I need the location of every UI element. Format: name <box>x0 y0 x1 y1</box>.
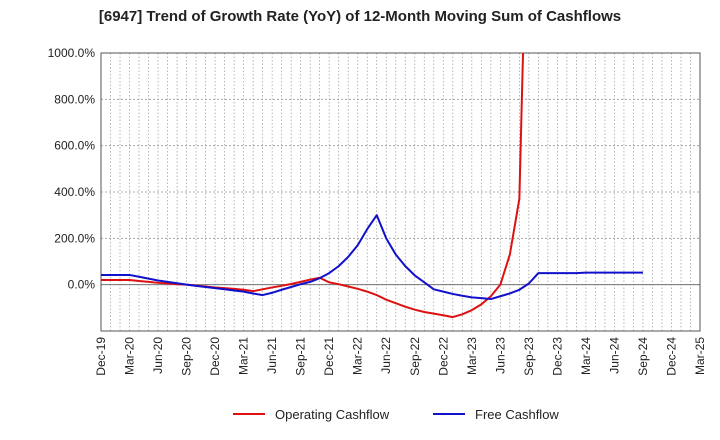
x-tick-label: Jun-23 <box>493 337 507 374</box>
x-tick-label: Mar-24 <box>579 337 593 375</box>
x-tick-label: Sep-22 <box>408 337 422 376</box>
x-tick-label: Mar-21 <box>237 337 251 375</box>
y-tick-label: 200.0% <box>54 231 95 245</box>
legend-label: Free Cashflow <box>475 407 559 422</box>
x-tick-label: Dec-23 <box>550 337 564 376</box>
x-tick-label: Dec-19 <box>94 337 108 376</box>
y-tick-label: 0.0% <box>68 278 96 292</box>
legend: Operating Cashflow Free Cashflow <box>233 407 559 422</box>
x-tick-labels: Dec-19 Mar-20 Jun-20 Sep-20 Dec-20 Mar-21 Jun-… <box>94 337 707 376</box>
x-tick-label: Jun-21 <box>265 337 279 374</box>
x-tick-label: Jun-24 <box>607 337 621 374</box>
series-line-operating-cashflow <box>101 53 525 319</box>
x-tick-label: Mar-23 <box>465 337 479 375</box>
x-tick-label: Jun-20 <box>151 337 165 374</box>
y-tick-label: 400.0% <box>54 185 95 199</box>
axes <box>100 52 701 332</box>
chart-title: [6947] Trend of Growth Rate (YoY) of 12-… <box>98 8 622 25</box>
y-tick-label: 800.0% <box>54 92 95 106</box>
x-tick-label: Sep-23 <box>522 337 536 376</box>
series-line-free-cashflow <box>101 214 643 301</box>
plot-frame <box>100 52 701 332</box>
x-tick-label: Dec-21 <box>322 337 336 376</box>
y-tick-label: 600.0% <box>54 139 95 153</box>
y-tick-label: 1000.0% <box>48 46 96 60</box>
x-tick-label: Dec-24 <box>664 337 678 376</box>
x-tick-label: Sep-21 <box>294 337 308 376</box>
y-tick-labels: 0.0% 200.0% 400.0% 600.0% 800.0% 1000.0% <box>48 46 96 292</box>
x-tick-label: Sep-20 <box>180 337 194 376</box>
legend-label: Operating Cashflow <box>275 407 390 422</box>
x-tick-label: Mar-25 <box>693 337 707 375</box>
x-tick-label: Jun-22 <box>379 337 393 374</box>
x-tick-label: Mar-22 <box>351 337 365 375</box>
x-tick-label: Dec-20 <box>208 337 222 376</box>
x-tick-label: Dec-22 <box>436 337 450 376</box>
grid-lines <box>100 52 701 331</box>
series-lines <box>101 53 643 319</box>
x-tick-label: Mar-20 <box>123 337 137 375</box>
x-tick-label: Sep-24 <box>636 337 650 376</box>
